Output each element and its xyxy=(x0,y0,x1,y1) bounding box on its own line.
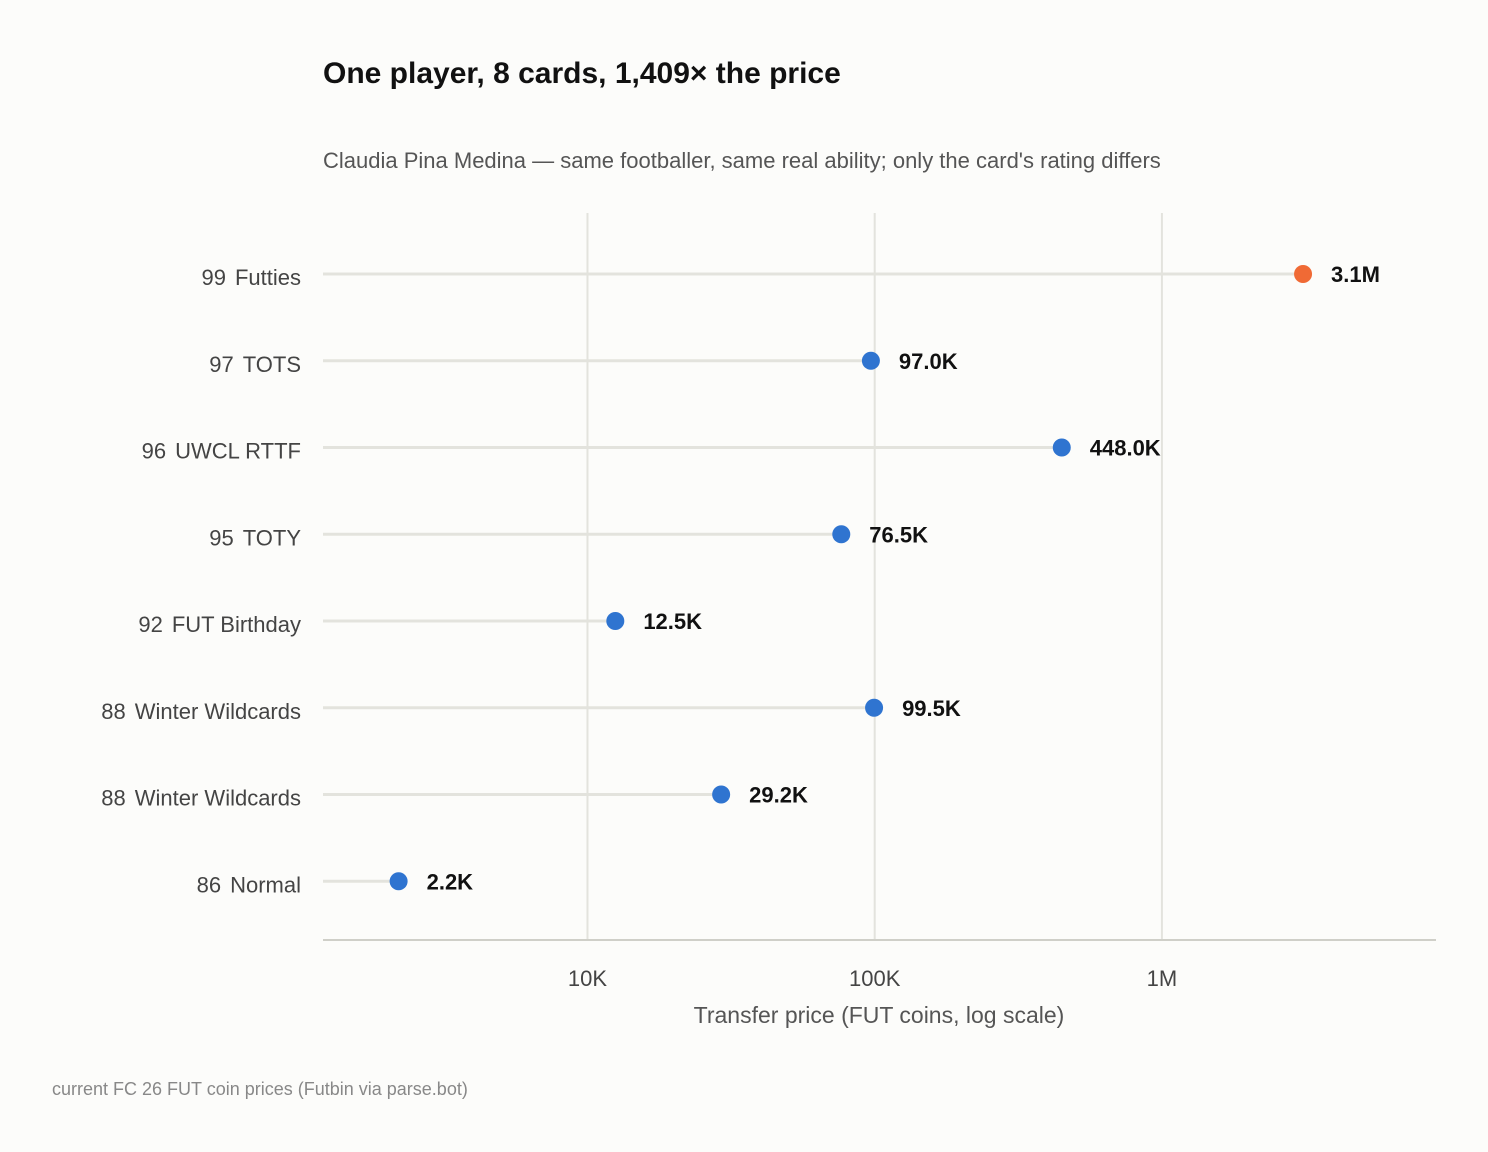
source-caption: current FC 26 FUT coin prices (Futbin vi… xyxy=(52,1079,468,1099)
category-label-3: 95 TOTY xyxy=(209,525,301,550)
card-name: FUT Birthday xyxy=(172,612,301,637)
category-label-1: 97 TOTS xyxy=(209,352,301,377)
x-axis-title: Transfer price (FUT coins, log scale) xyxy=(694,1002,1065,1028)
card-rating: 88 xyxy=(101,699,125,724)
data-point-0 xyxy=(1294,265,1313,283)
x-tick-label-2: 1M xyxy=(1147,966,1178,991)
card-rating: 86 xyxy=(197,872,221,897)
data-point-2 xyxy=(1052,438,1071,457)
card-name: Winter Wildcards xyxy=(135,786,301,811)
chart-subtitle: Claudia Pina Medina — same footballer, s… xyxy=(323,148,1161,173)
value-label-0: 3.1M xyxy=(1331,262,1380,287)
card-name: Normal xyxy=(230,872,301,897)
value-label-7: 2.2K xyxy=(427,869,474,894)
card-name: TOTS xyxy=(243,352,301,377)
data-point-6 xyxy=(712,785,731,804)
category-label-0: 99 Futties xyxy=(201,265,301,290)
data-point-4 xyxy=(606,612,625,630)
category-label-2: 96 UWCL RTTF xyxy=(142,439,301,464)
data-point-1 xyxy=(861,351,880,370)
value-label-5: 99.5K xyxy=(902,696,961,721)
card-name: Futties xyxy=(235,265,301,290)
card-rating: 99 xyxy=(201,265,225,290)
card-rating: 88 xyxy=(101,786,125,811)
value-label-3: 76.5K xyxy=(869,522,928,547)
card-name: Winter Wildcards xyxy=(135,699,301,724)
value-label-6: 29.2K xyxy=(749,783,808,808)
value-label-1: 97.0K xyxy=(899,349,958,374)
x-tick-label-0: 10K xyxy=(568,966,607,991)
data-point-7 xyxy=(389,872,408,891)
card-rating: 97 xyxy=(209,352,233,377)
gridlines xyxy=(586,213,1163,940)
card-rating: 95 xyxy=(209,525,233,550)
value-label-4: 12.5K xyxy=(643,609,702,634)
category-label-7: 86 Normal xyxy=(197,872,301,897)
chart-title: One player, 8 cards, 1,409× the price xyxy=(323,57,841,90)
category-label-4: 92 FUT Birthday xyxy=(138,612,301,637)
value-labels: 3.1M 97.0K 448.0K 76.5K 12.5K 99.5K 29.2K 2.2K xyxy=(427,262,1380,894)
card-name: TOTY xyxy=(243,525,302,550)
x-tick-label-1: 100K xyxy=(849,966,901,991)
data-points xyxy=(389,265,1313,891)
category-label-5: 88 Winter Wildcards xyxy=(101,699,301,724)
x-axis-ticks: 10K 100K 1M xyxy=(568,966,1177,991)
category-labels: 99 Futties 97 TOTS 96 UWCL RTTF 95 TOTY 92 FUT Bi… xyxy=(101,265,301,897)
stems xyxy=(323,272,1304,883)
data-point-5 xyxy=(865,698,884,717)
value-label-2: 448.0K xyxy=(1090,436,1161,461)
card-rating: 96 xyxy=(142,439,166,464)
card-name: UWCL RTTF xyxy=(175,439,301,464)
data-point-3 xyxy=(832,525,851,544)
card-rating: 92 xyxy=(138,612,162,637)
category-label-6: 88 Winter Wildcards xyxy=(101,786,301,811)
